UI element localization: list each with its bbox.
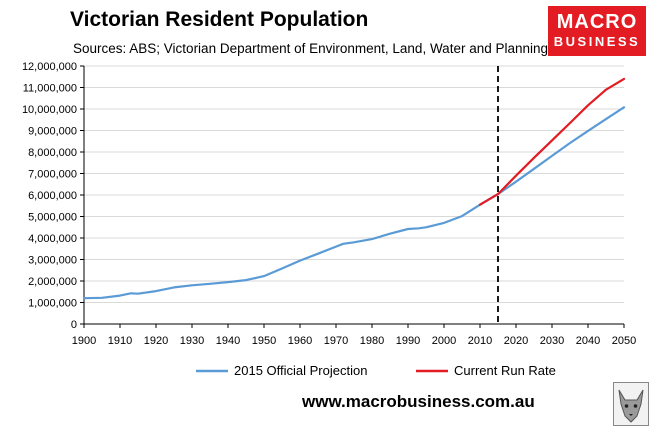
x-tick-label: 2000 [432, 335, 456, 347]
chart-legend: 2015 Official Projection Current Run Rate [196, 363, 556, 378]
y-tick-label: 4,000,000 [28, 233, 77, 245]
legend-official-label: 2015 Official Projection [234, 363, 367, 378]
y-tick-label: 12,000,000 [22, 61, 77, 73]
chart-subtitle: Sources: ABS; Victorian Department of En… [73, 41, 549, 56]
x-tick-label: 1930 [180, 335, 204, 347]
logo-line-1: MACRO [556, 11, 638, 33]
x-tick-label: 2030 [540, 335, 564, 347]
x-tick-label: 2050 [612, 335, 636, 347]
y-tick-label: 9,000,000 [28, 126, 77, 138]
chart-title: Victorian Resident Population [70, 8, 369, 31]
x-tick-label: 1960 [288, 335, 312, 347]
x-tick-label: 2010 [468, 335, 492, 347]
x-tick-label: 1910 [108, 335, 132, 347]
macrobusiness-logo: MACRO BUSINESS [548, 6, 646, 56]
y-tick-label: 6,000,000 [28, 190, 77, 202]
x-tick-label: 2040 [576, 335, 600, 347]
y-tick-label: 11,000,000 [23, 83, 77, 95]
chart-series [82, 77, 626, 300]
x-tick-label: 1900 [72, 335, 96, 347]
y-tick-label: 3,000,000 [28, 255, 77, 267]
x-tick-label: 2020 [504, 335, 528, 347]
chart-gridlines [84, 65, 624, 303]
x-tick-label: 1950 [252, 335, 276, 347]
wolf-icon [613, 382, 649, 426]
y-tick-label: 8,000,000 [28, 147, 77, 159]
website-url: www.macrobusiness.com.au [302, 392, 535, 411]
y-tick-label: 7,000,000 [28, 169, 77, 181]
y-tick-label: 0 [71, 319, 77, 331]
x-tick-label: 1920 [144, 335, 168, 347]
y-tick-label: 1,000,000 [28, 298, 77, 310]
x-tick-label: 1940 [216, 335, 240, 347]
y-axis-ticks: 0 1,000,000 2,000,000 3,000,000 4,000,000 5,0… [22, 61, 84, 331]
x-tick-label: 1980 [360, 335, 384, 347]
y-tick-label: 5,000,000 [28, 212, 77, 224]
official-projection-line [82, 106, 626, 300]
x-tick-label: 1990 [396, 335, 420, 347]
legend-run-rate-label: Current Run Rate [454, 363, 556, 378]
y-tick-label: 2,000,000 [28, 276, 77, 288]
current-run-rate-line [478, 77, 626, 206]
logo-line-2: BUSINESS [553, 34, 641, 49]
x-tick-label: 1970 [324, 335, 348, 347]
x-axis-ticks: 1900 1910 1920 1930 1940 1950 1960 1970 1980 1990… [72, 324, 636, 347]
y-tick-label: 10,000,000 [22, 104, 77, 116]
